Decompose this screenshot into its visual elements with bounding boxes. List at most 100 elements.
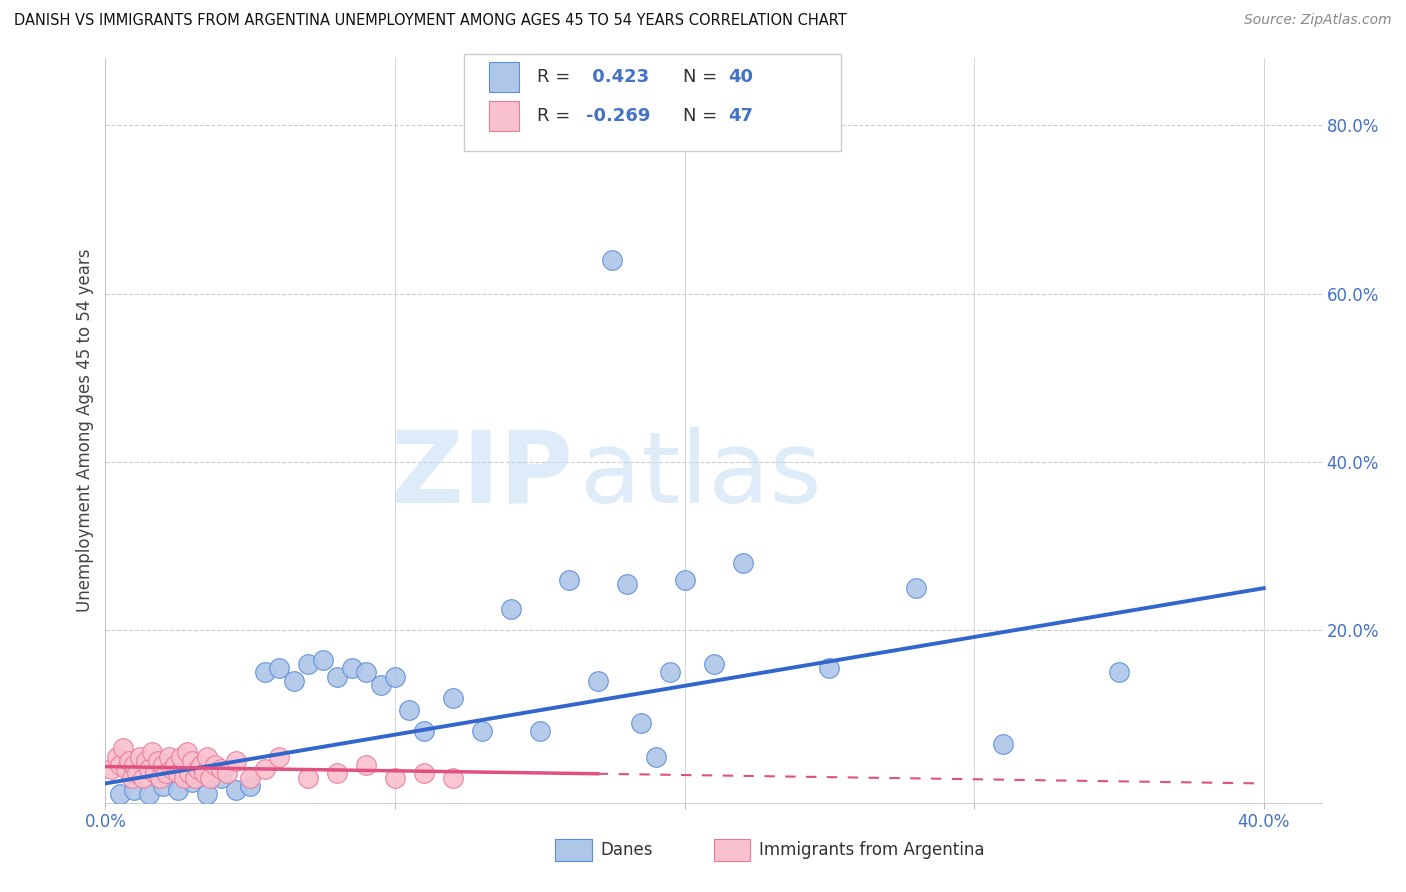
Point xyxy=(124,783,146,797)
Point xyxy=(225,783,247,797)
Point xyxy=(100,762,122,776)
Point xyxy=(166,766,188,780)
Point xyxy=(731,556,754,570)
Point xyxy=(600,252,623,267)
FancyBboxPatch shape xyxy=(488,102,519,131)
Point xyxy=(187,762,209,776)
Point xyxy=(129,749,152,764)
Point xyxy=(499,602,522,616)
Point xyxy=(195,788,218,802)
Point xyxy=(297,771,319,785)
Point xyxy=(209,771,232,785)
Point xyxy=(398,703,420,717)
Point xyxy=(283,673,305,688)
Text: Source: ZipAtlas.com: Source: ZipAtlas.com xyxy=(1244,13,1392,28)
Point xyxy=(529,724,551,739)
Point xyxy=(311,653,333,667)
Point xyxy=(269,749,291,764)
Point xyxy=(111,741,134,756)
Point xyxy=(384,771,406,785)
Y-axis label: Unemployment Among Ages 45 to 54 years: Unemployment Among Ages 45 to 54 years xyxy=(76,249,94,612)
Point xyxy=(441,690,464,705)
Point xyxy=(149,771,172,785)
Point xyxy=(173,771,195,785)
Point xyxy=(138,788,160,802)
FancyBboxPatch shape xyxy=(488,62,519,92)
Point xyxy=(413,766,436,780)
Point xyxy=(370,678,392,692)
Point xyxy=(135,754,157,768)
Point xyxy=(326,766,349,780)
Point xyxy=(354,665,377,680)
Point xyxy=(217,766,239,780)
Point xyxy=(132,771,155,785)
Point xyxy=(297,657,319,671)
Point xyxy=(121,771,143,785)
Point xyxy=(225,754,247,768)
Point xyxy=(108,758,131,772)
Point xyxy=(152,779,174,793)
Point xyxy=(991,737,1014,751)
Text: N =: N = xyxy=(683,107,723,126)
Point xyxy=(630,715,652,730)
Point xyxy=(269,661,291,675)
Text: 0.423: 0.423 xyxy=(586,68,650,86)
Point xyxy=(105,749,128,764)
Point xyxy=(253,665,276,680)
Text: Immigrants from Argentina: Immigrants from Argentina xyxy=(759,841,984,859)
Text: -0.269: -0.269 xyxy=(586,107,650,126)
Point xyxy=(326,669,349,683)
Point xyxy=(170,749,193,764)
Point xyxy=(179,766,201,780)
Point xyxy=(384,669,406,683)
Point xyxy=(702,657,725,671)
Text: 40: 40 xyxy=(728,68,754,86)
Point xyxy=(1108,665,1130,680)
Point xyxy=(193,766,215,780)
Point xyxy=(340,661,363,675)
Point xyxy=(163,758,186,772)
Point xyxy=(558,573,581,587)
FancyBboxPatch shape xyxy=(713,838,749,861)
Point xyxy=(253,762,276,776)
Point xyxy=(114,762,136,776)
Point xyxy=(818,661,841,675)
Text: R =: R = xyxy=(537,107,576,126)
Point xyxy=(181,774,204,789)
Point xyxy=(209,762,232,776)
Text: ZIP: ZIP xyxy=(391,426,574,524)
Point xyxy=(146,754,169,768)
Point xyxy=(441,771,464,785)
Point xyxy=(117,754,139,768)
Point xyxy=(616,577,638,591)
Text: DANISH VS IMMIGRANTS FROM ARGENTINA UNEMPLOYMENT AMONG AGES 45 TO 54 YEARS CORRE: DANISH VS IMMIGRANTS FROM ARGENTINA UNEM… xyxy=(14,13,846,29)
Point xyxy=(157,749,180,764)
Point xyxy=(138,762,160,776)
Point xyxy=(176,745,198,759)
Point xyxy=(586,673,609,688)
Point xyxy=(143,766,166,780)
Point xyxy=(905,581,928,595)
Point xyxy=(141,745,163,759)
Point xyxy=(413,724,436,739)
Point xyxy=(471,724,494,739)
Point xyxy=(195,749,218,764)
Text: 47: 47 xyxy=(728,107,754,126)
Point xyxy=(239,771,262,785)
Point xyxy=(659,665,682,680)
Text: R =: R = xyxy=(537,68,576,86)
Point xyxy=(354,758,377,772)
Text: N =: N = xyxy=(683,68,723,86)
Point xyxy=(155,766,177,780)
Point xyxy=(166,783,188,797)
Point xyxy=(152,758,174,772)
Point xyxy=(204,758,226,772)
Point xyxy=(184,771,207,785)
Point xyxy=(198,771,221,785)
Text: Danes: Danes xyxy=(600,841,652,859)
Text: atlas: atlas xyxy=(579,426,821,524)
Point xyxy=(160,762,183,776)
Point xyxy=(190,758,212,772)
FancyBboxPatch shape xyxy=(464,54,841,151)
FancyBboxPatch shape xyxy=(555,838,592,861)
